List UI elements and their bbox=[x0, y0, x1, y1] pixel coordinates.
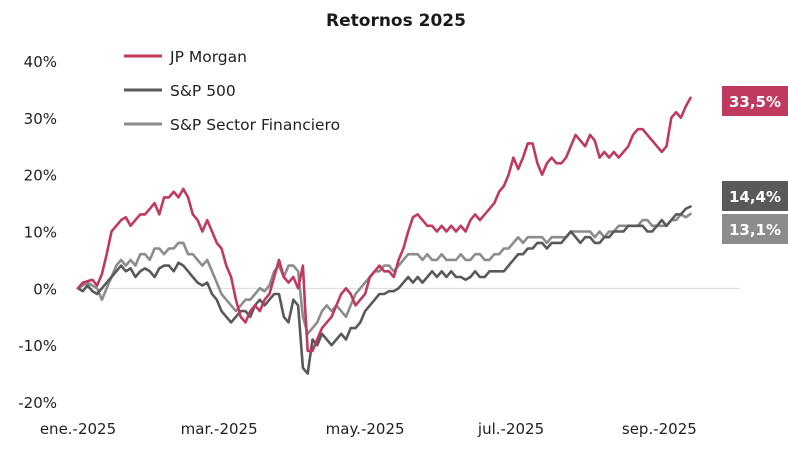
x-tick-label: jul.-2025 bbox=[477, 420, 544, 438]
legend-label-sp-financial: S&P Sector Financiero bbox=[170, 116, 340, 134]
legend-label-jp-morgan: JP Morgan bbox=[169, 48, 247, 66]
legend-label-sp500: S&P 500 bbox=[170, 82, 236, 100]
series-line-sp-financial bbox=[76, 212, 692, 336]
x-tick-label: mar.-2025 bbox=[181, 420, 258, 438]
x-axis-ticks: ene.-2025 mar.-2025 may.-2025 jul.-2025 sep.… bbox=[40, 420, 697, 438]
end-label-jp-morgan: 33,5% bbox=[729, 93, 781, 111]
end-value-labels: 33,5% 14,4% 13,1% bbox=[722, 86, 788, 244]
end-label-sp-financial: 13,1% bbox=[729, 221, 781, 239]
y-tick-label: 20% bbox=[24, 167, 57, 185]
y-tick-label: 40% bbox=[24, 53, 57, 71]
series-line-jp-morgan bbox=[76, 96, 692, 353]
end-label-box-jp-morgan bbox=[722, 86, 788, 116]
legend: JP Morgan S&P 500 S&P Sector Financiero bbox=[124, 48, 340, 134]
y-tick-label: 0% bbox=[33, 280, 57, 298]
y-axis-ticks: 40% 30% 20% 10% 0% -10% -20% bbox=[18, 53, 57, 412]
x-tick-label: ene.-2025 bbox=[40, 420, 116, 438]
end-label-box-sp-financial bbox=[722, 214, 788, 244]
y-tick-label: -20% bbox=[18, 394, 57, 412]
series-line-sp500 bbox=[76, 205, 692, 375]
chart-title: Retornos 2025 bbox=[326, 11, 466, 31]
end-label-box-sp500 bbox=[722, 181, 788, 211]
x-tick-label: may.-2025 bbox=[326, 420, 405, 438]
y-tick-label: -10% bbox=[18, 337, 57, 355]
y-tick-label: 30% bbox=[24, 110, 57, 128]
x-tick-label: sep.-2025 bbox=[622, 420, 697, 438]
end-label-sp500: 14,4% bbox=[729, 188, 781, 206]
series-lines bbox=[76, 96, 692, 375]
y-tick-label: 10% bbox=[24, 224, 57, 242]
